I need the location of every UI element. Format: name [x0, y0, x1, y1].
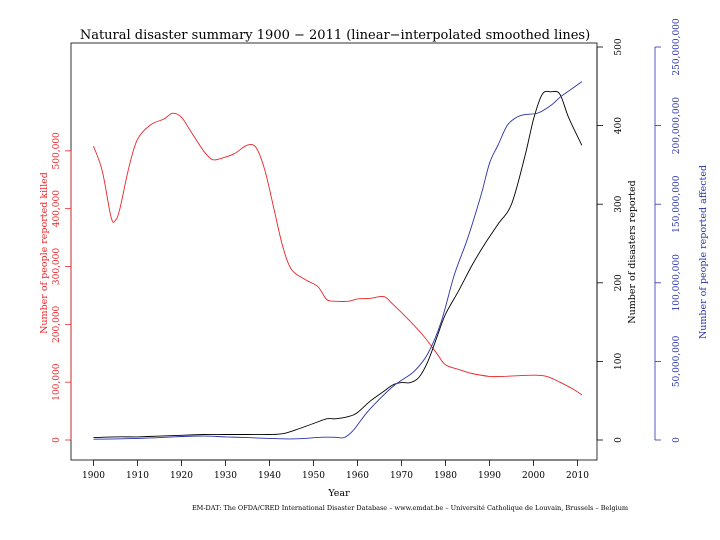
y-axis-disasters-title: Number of disasters reported	[627, 180, 638, 323]
x-tick-label: 1920	[170, 471, 193, 481]
x-tick-label: 2000	[522, 471, 545, 481]
source-note: EM-DAT: The OFDA/CRED International Disa…	[192, 504, 628, 512]
disasters-tick-label: 0	[614, 437, 624, 443]
x-axis: 1900 1910 1920 1930 1940 1950 1960 1970 1980 1990…	[82, 459, 589, 481]
affected-tick-label: 100,000,000	[672, 254, 682, 312]
x-tick-label: 1950	[302, 471, 325, 481]
affected-tick-label: 200,000,000	[672, 97, 682, 155]
y-axis-affected-title: Number of people reported affected	[698, 165, 709, 339]
series-line-disasters	[93, 90, 583, 439]
x-axis-title: Year	[327, 488, 350, 499]
disasters-tick-label: 300	[614, 195, 624, 212]
plot-frame	[70, 42, 598, 461]
killed-tick-label: 200,000	[52, 305, 62, 342]
affected-tick-label: 150,000,000	[672, 175, 682, 233]
x-tick-label: 1930	[214, 471, 237, 481]
affected-tick-label: 250,000,000	[672, 18, 682, 76]
affected-tick-label: 50,000,000	[672, 335, 682, 387]
y-axis-affected: 0 50,000,000 100,000,000 150,000,000 200,000…	[654, 18, 682, 443]
x-tick-label: 1940	[258, 471, 281, 481]
killed-tick-label: 100,000	[52, 363, 62, 400]
x-tick-label: 1990	[478, 471, 501, 481]
disasters-tick-label: 100	[614, 353, 624, 370]
series-line-affected	[93, 81, 583, 440]
x-tick-label: 1980	[434, 471, 457, 481]
chart-title: Natural disaster summary 1900 − 2011 (li…	[80, 28, 590, 43]
x-tick-label: 1970	[390, 471, 413, 481]
killed-tick-label: 500,000	[52, 132, 62, 169]
affected-tick-label: 0	[672, 437, 682, 443]
x-tick-label: 1960	[346, 471, 369, 481]
x-tick-label: 2010	[566, 471, 589, 481]
series-line-killed	[93, 112, 583, 396]
series-layer	[93, 81, 583, 440]
disasters-tick-label: 500	[614, 38, 624, 55]
x-tick-label: 1910	[126, 471, 149, 481]
killed-tick-label: 400,000	[52, 190, 62, 227]
y-axis-killed-title: Number of people reported killed	[39, 172, 50, 334]
y-axis-killed: 0 100,000 200,000 300,000 400,000 500,000	[52, 132, 72, 443]
killed-tick-label: 300,000	[52, 248, 62, 285]
disasters-tick-label: 200	[614, 274, 624, 291]
disasters-tick-label: 400	[614, 117, 624, 134]
y-axis-disasters: 0 100 200 300 400 500	[596, 38, 624, 443]
x-tick-label: 1900	[82, 471, 105, 481]
killed-tick-label: 0	[52, 437, 62, 443]
